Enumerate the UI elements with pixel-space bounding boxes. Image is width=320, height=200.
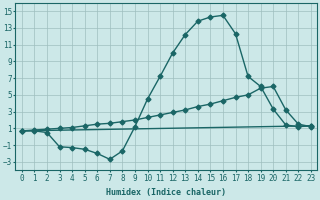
X-axis label: Humidex (Indice chaleur): Humidex (Indice chaleur) [106, 188, 226, 197]
